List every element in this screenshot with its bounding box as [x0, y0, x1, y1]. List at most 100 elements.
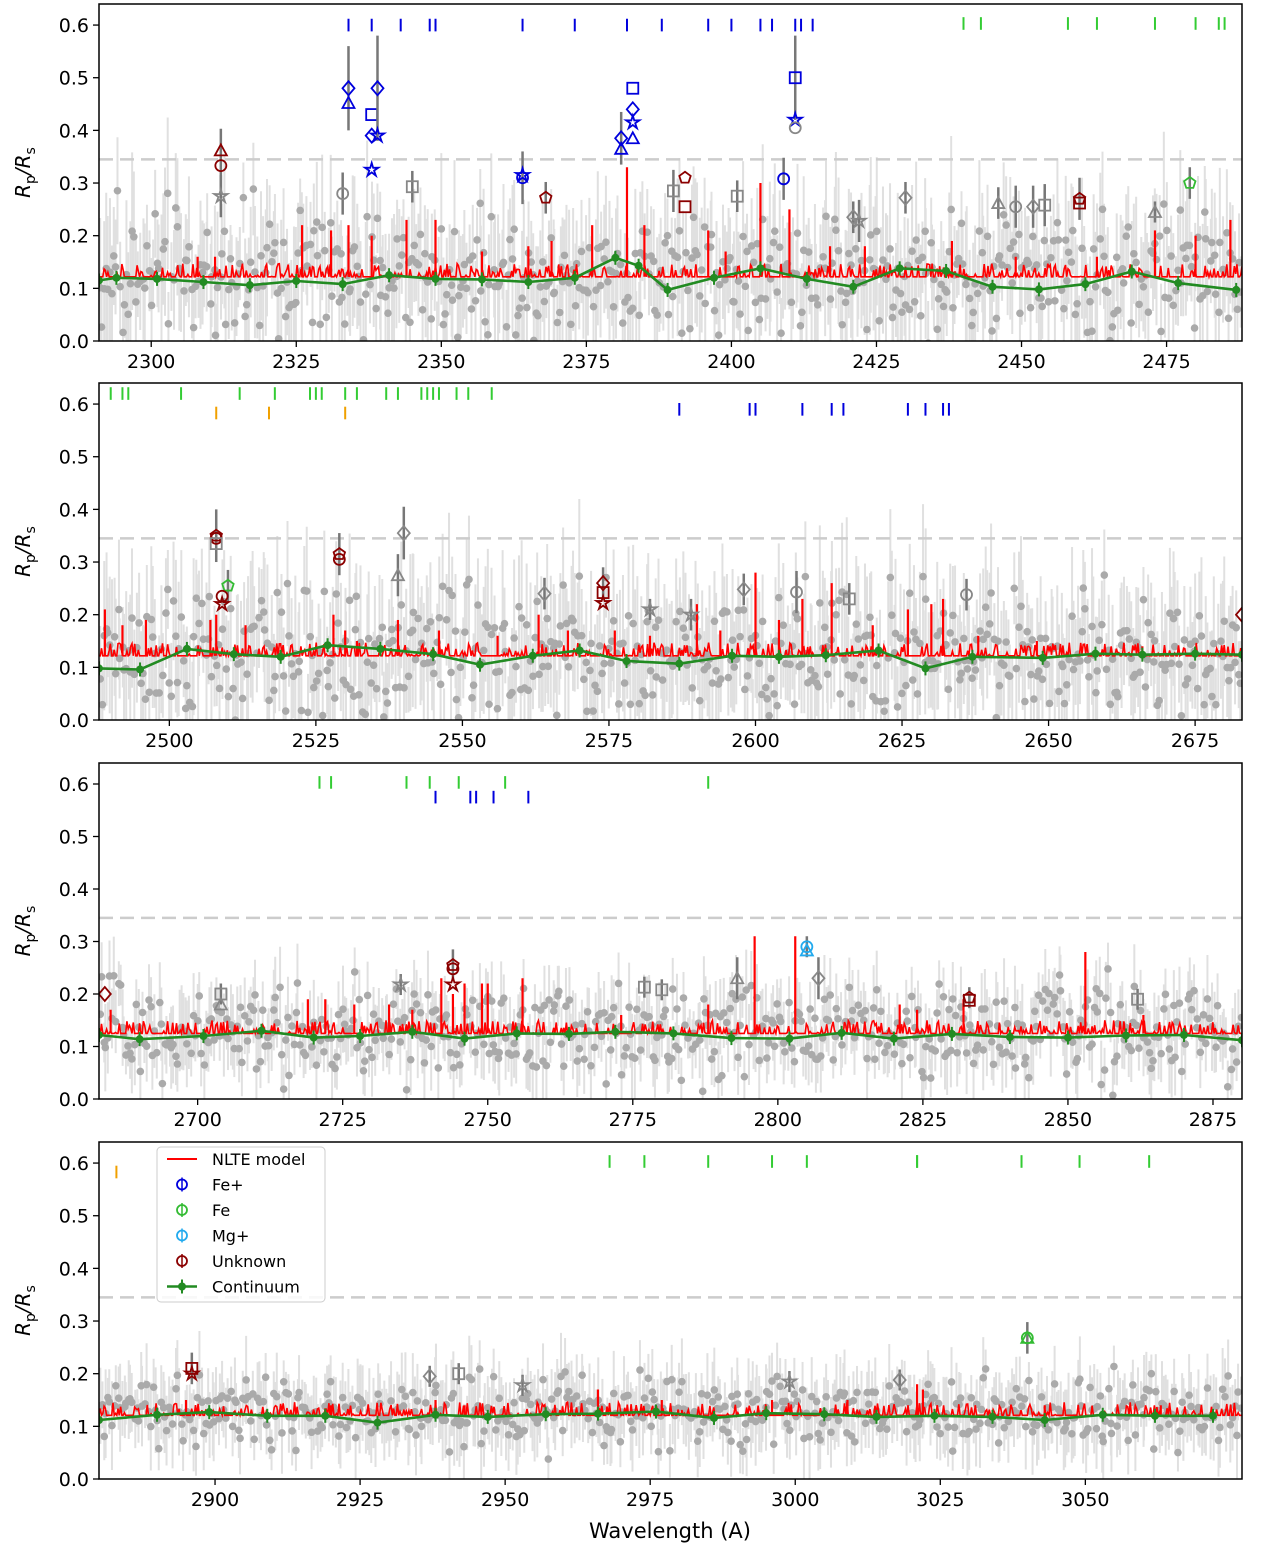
x-tick-label: 2625 [878, 730, 926, 752]
data-point [414, 615, 422, 623]
data-point [891, 1050, 899, 1058]
data-point [1002, 221, 1010, 229]
continuum-point [1191, 650, 1199, 658]
data-point [756, 659, 764, 667]
data-point [225, 286, 233, 294]
data-point [988, 1038, 996, 1046]
data-point [766, 1390, 774, 1398]
data-point [487, 213, 495, 221]
continuum-point [664, 286, 672, 294]
continuum-point [432, 275, 440, 283]
data-point [310, 684, 318, 692]
y-tick-label: 0.4 [59, 499, 89, 521]
data-point [1104, 288, 1112, 296]
data-point [903, 1428, 911, 1436]
data-point [172, 632, 180, 640]
continuum-point [1039, 654, 1047, 662]
data-point [384, 309, 392, 317]
data-point [576, 1045, 584, 1053]
data-point [718, 1072, 726, 1080]
data-point [791, 1058, 799, 1066]
data-point [1124, 223, 1132, 231]
data-point [633, 1005, 641, 1013]
data-point [523, 621, 531, 629]
data-point [362, 290, 370, 298]
data-point [1127, 1047, 1135, 1055]
data-point [1008, 721, 1016, 729]
continuum-point [1091, 650, 1099, 658]
data-point [1072, 311, 1080, 319]
data-point [1145, 308, 1153, 316]
data-point [239, 695, 247, 703]
data-point [631, 1054, 639, 1062]
data-point [979, 1046, 987, 1054]
data-point [711, 617, 719, 625]
data-point [968, 674, 976, 682]
data-point [771, 1042, 779, 1050]
data-point [1010, 585, 1018, 593]
data-point [927, 239, 935, 247]
continuum-point [1081, 280, 1089, 288]
data-point [830, 656, 838, 664]
data-point [1229, 1045, 1237, 1053]
data-point [423, 625, 431, 633]
data-point [978, 1406, 986, 1414]
data-point [579, 1400, 587, 1408]
data-point [468, 305, 476, 313]
data-point [271, 673, 279, 681]
data-point [979, 1374, 987, 1382]
data-point [353, 263, 361, 271]
data-point [288, 660, 296, 668]
data-point [759, 1416, 767, 1424]
data-point [1106, 700, 1114, 708]
data-point [470, 681, 478, 689]
data-point [1015, 623, 1023, 631]
data-point [756, 316, 764, 324]
data-point [285, 1390, 293, 1398]
data-point [363, 213, 371, 221]
data-point [1057, 987, 1065, 995]
x-tick-label: 2300 [127, 351, 175, 373]
data-point [512, 331, 520, 339]
data-point [947, 206, 955, 214]
data-point [235, 1045, 243, 1053]
data-point [821, 624, 829, 632]
data-point [360, 336, 368, 344]
data-point [699, 1088, 707, 1096]
data-point [316, 321, 324, 329]
x-tick-label: 2800 [754, 1109, 802, 1131]
data-point [622, 1044, 630, 1052]
data-point [554, 319, 562, 327]
data-point [924, 1380, 932, 1388]
data-point [180, 657, 188, 665]
data-point [278, 1429, 286, 1437]
data-point [1053, 1010, 1061, 1018]
data-point [762, 684, 770, 692]
data-point [1029, 233, 1037, 241]
continuum-point [199, 1032, 207, 1040]
data-point [306, 633, 314, 641]
data-point [863, 326, 871, 334]
data-point [192, 594, 200, 602]
data-point [295, 657, 303, 665]
data-point [160, 245, 168, 253]
data-point [395, 262, 403, 270]
data-point [203, 263, 211, 271]
data-point [512, 663, 520, 671]
data-point [1027, 304, 1035, 312]
data-point [678, 1378, 686, 1386]
data-point [385, 1051, 393, 1059]
data-point [388, 626, 396, 634]
data-point [447, 669, 455, 677]
continuum-point [183, 645, 191, 653]
data-point [1033, 261, 1041, 269]
data-point [949, 1447, 957, 1455]
data-point [578, 248, 586, 256]
data-point [914, 690, 922, 698]
data-point [909, 676, 917, 684]
data-point [1188, 1006, 1196, 1014]
data-point [309, 319, 317, 327]
data-point [280, 1085, 288, 1093]
data-point [680, 994, 688, 1002]
data-point [1088, 623, 1096, 631]
